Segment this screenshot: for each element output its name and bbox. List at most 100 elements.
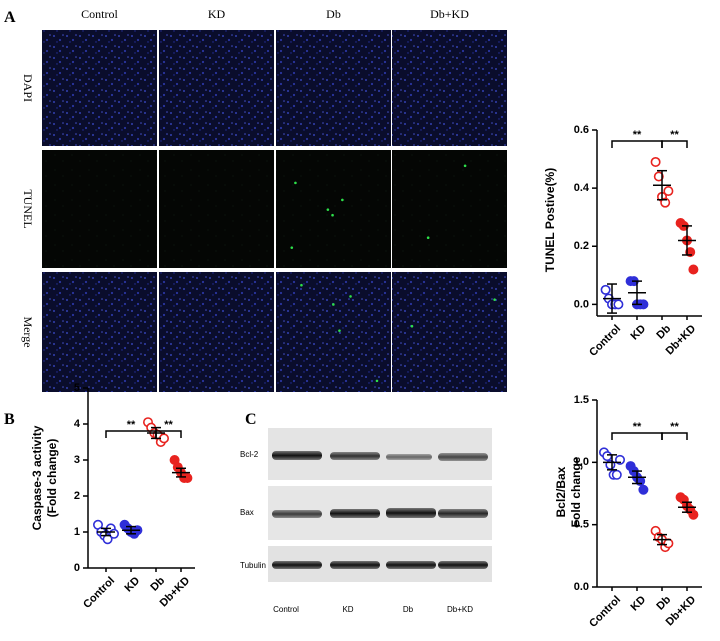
- column-label: KD: [208, 7, 226, 21]
- band: [438, 453, 488, 461]
- micrograph: [392, 272, 507, 392]
- data-point: [109, 528, 120, 539]
- significance-bracket: [661, 432, 688, 440]
- micrograph: [276, 150, 391, 268]
- tunel-spot: [326, 208, 330, 211]
- data-point: [663, 186, 674, 197]
- tunel-spot: [338, 329, 341, 332]
- tunel-spot: [463, 164, 467, 168]
- data-point: [685, 247, 696, 258]
- tunel-spot: [426, 236, 430, 239]
- data-point: [653, 171, 664, 182]
- blot-row-label: Bcl-2: [240, 450, 259, 459]
- data-point: [600, 284, 611, 295]
- significance-label: **: [127, 419, 136, 431]
- y-tick-label: 4: [74, 418, 81, 430]
- tunel-spot: [410, 324, 414, 328]
- significance-label: **: [633, 129, 642, 141]
- x-tick-label: KD: [628, 323, 648, 343]
- x-tick-label: Db: [654, 594, 673, 613]
- x-tick-label: Control: [587, 323, 623, 359]
- significance-label: **: [670, 129, 679, 141]
- data-point: [660, 197, 671, 208]
- tunel-spot: [300, 283, 303, 287]
- y-axis-label: (Fold change): [45, 439, 59, 518]
- y-tick-label: 0.5: [574, 519, 589, 531]
- data-point: [650, 156, 661, 167]
- blot-row-label: Tubulin: [240, 561, 266, 570]
- micrograph: [42, 150, 157, 268]
- micrograph: [159, 30, 274, 146]
- band: [438, 561, 488, 569]
- blot-column-label: KD: [342, 605, 353, 614]
- panel-label: C: [245, 411, 257, 428]
- y-tick-label: 0.0: [574, 298, 589, 310]
- blot-column-label: Db+KD: [447, 605, 473, 614]
- band: [272, 510, 322, 518]
- y-axis-label: Fold change: [569, 456, 583, 527]
- significance-bracket: [611, 432, 663, 440]
- micrograph: [159, 272, 274, 392]
- tunel-spot: [375, 379, 379, 383]
- micrograph-grid: Control KD Db Db+KD DAPI TUNEL Merge: [21, 7, 507, 392]
- x-tick-label: Db: [148, 575, 167, 594]
- y-tick-label: 2: [74, 490, 80, 502]
- y-tick-label: 0.2: [574, 240, 589, 252]
- blot-column-label: Control: [273, 605, 299, 614]
- y-tick-label: 0.4: [574, 182, 590, 194]
- data-point: [638, 484, 649, 495]
- significance-bracket: [105, 430, 157, 438]
- micrograph: [392, 30, 507, 146]
- y-tick-label: 0.0: [574, 581, 589, 593]
- row-label: TUNEL: [21, 189, 35, 228]
- significance-bracket: [611, 140, 663, 148]
- y-tick-label: 1.5: [574, 394, 589, 406]
- western-blot: Bcl-2 Bax Tubulin Control KD Db Db+KD: [240, 428, 492, 614]
- blot-column-label: Db: [403, 605, 414, 614]
- micrograph: [392, 150, 507, 268]
- band: [330, 509, 380, 518]
- band: [330, 452, 380, 460]
- significance-bracket: [155, 430, 182, 438]
- micrograph: [42, 30, 157, 146]
- panel-label: B: [4, 411, 15, 428]
- x-tick-label: Control: [587, 594, 623, 630]
- micrograph: [276, 30, 391, 146]
- micrograph: [42, 272, 157, 392]
- y-axis-label: Bcl2/Bax: [554, 466, 568, 517]
- band: [386, 561, 436, 569]
- tunel-spot: [290, 246, 294, 249]
- tunel-spot: [294, 181, 297, 185]
- tunel-spot: [341, 198, 344, 202]
- tunel-spot: [332, 303, 335, 306]
- chart: 0 1 2 3 4 5 Caspase-3 activity (Fold change) Con…: [30, 382, 195, 611]
- data-point: [613, 299, 624, 310]
- y-axis-label: TUNEL Postive(%): [543, 168, 557, 272]
- panel-label: A: [4, 9, 16, 26]
- band: [272, 561, 322, 569]
- data-point: [611, 469, 622, 480]
- tunel-spot: [493, 298, 496, 301]
- row-label: Merge: [21, 316, 35, 347]
- micrograph: [159, 150, 274, 268]
- column-label: Db: [326, 7, 341, 21]
- y-axis-label: Caspase-3 activity: [30, 425, 44, 530]
- band: [386, 454, 432, 460]
- column-label: Control: [81, 7, 118, 21]
- y-tick-label: 0.6: [574, 124, 589, 136]
- column-label: Db+KD: [430, 7, 469, 21]
- row-label: DAPI: [21, 74, 35, 102]
- significance-label: **: [670, 421, 679, 433]
- significance-bracket: [661, 140, 688, 148]
- band: [272, 451, 322, 460]
- y-tick-label: 3: [74, 454, 80, 466]
- tunel-spot: [331, 213, 334, 217]
- x-tick-label: KD: [628, 594, 648, 614]
- tunel-spot: [349, 295, 352, 298]
- data-point: [182, 472, 193, 483]
- x-tick-label: Control: [81, 575, 117, 611]
- y-tick-label: 1.0: [574, 456, 589, 468]
- data-point: [159, 433, 170, 444]
